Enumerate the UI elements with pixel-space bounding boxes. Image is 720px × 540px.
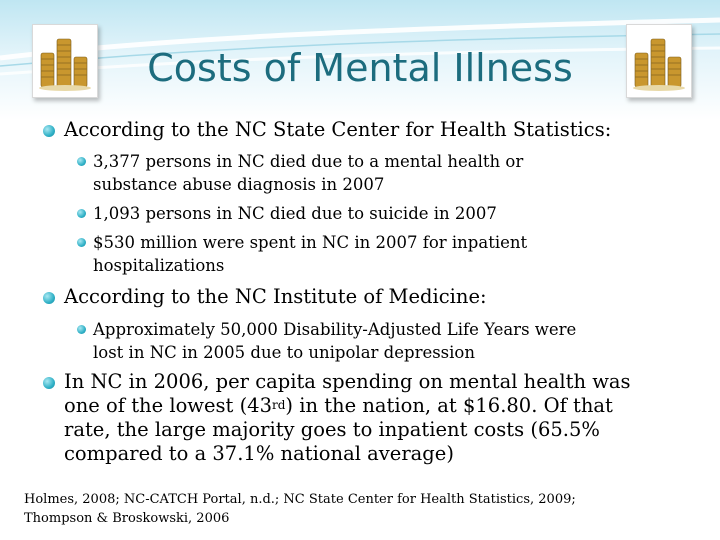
sub-bullet-deaths-line2: substance abuse diagnosis in 2007 [93,175,385,194]
header-band [0,0,720,120]
citation: Holmes, 2008; NC-CATCH Portal, n.d.; NC … [24,490,576,528]
sub-bullet-deaths-line1: 3,377 persons in NC died due to a mental… [93,152,524,171]
bullet-marker [43,292,55,304]
bullet-nc-state-center: According to the NC State Center for Hea… [64,118,612,141]
citation-line2: Thompson & Broskowski, 2006 [24,511,230,526]
bullet-per-capita-line2: one of the lowest (43rd) in the nation, … [64,394,613,417]
sub-bullet-daly-line1: Approximately 50,000 Disability-Adjusted… [93,320,577,339]
bullet-nc-institute: According to the NC Institute of Medicin… [64,285,487,308]
coin-stack-icon [32,24,98,98]
sub-bullet-marker [77,157,86,166]
sub-bullet-spending-line1: $530 million were spent in NC in 2007 fo… [93,233,528,252]
sub-bullet-marker [77,325,86,334]
sub-bullet-marker [77,209,86,218]
bullet-per-capita-line4: compared to a 37.1% national average) [64,442,454,465]
slide-title: Costs of Mental Illness [147,46,573,90]
citation-line1: Holmes, 2008; NC-CATCH Portal, n.d.; NC … [24,492,576,507]
sub-bullet-spending-line2: hospitalizations [93,256,225,275]
bullet-marker [43,125,55,137]
coin-stack-icon [626,24,692,98]
sub-bullet-marker [77,238,86,247]
bullet-marker [43,377,55,389]
sub-bullet-daly-line2: lost in NC in 2005 due to unipolar depre… [93,343,475,362]
bullet-per-capita-line1: In NC in 2006, per capita spending on me… [64,370,631,393]
sub-bullet-suicide: 1,093 persons in NC died due to suicide … [93,204,497,223]
bullet-per-capita-line3: rate, the large majority goes to inpatie… [64,418,600,441]
